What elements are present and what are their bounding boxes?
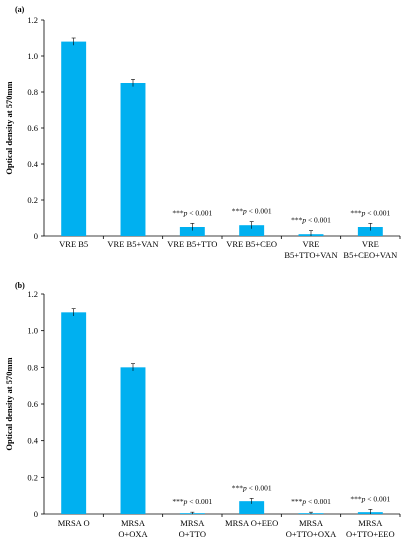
bar — [179, 227, 205, 236]
category-label: VRE B5 — [59, 239, 88, 249]
significance-label: ***p < 0.001 — [232, 207, 272, 216]
category-label: MRSA O+TTO+OXA — [286, 518, 337, 539]
significance-label: ***p < 0.001 — [350, 494, 390, 503]
y-tick-label: 0.8 — [27, 87, 38, 97]
y-tick-label: 0.8 — [27, 362, 38, 372]
category-label: VRE B5+TTO+VAN — [284, 239, 337, 260]
bar — [120, 367, 146, 514]
y-tick-label: 0 — [34, 231, 38, 241]
y-tick-label: 0.4 — [27, 159, 38, 169]
category-label: MRSA O — [58, 518, 90, 528]
y-tick-label: 0.4 — [27, 436, 38, 446]
category-label: MRSA O+TTO+EEO — [346, 518, 395, 539]
category-label: VRE B5+CEO+VAN — [343, 239, 397, 260]
y-axis-title: Optical density at 570mm — [4, 357, 14, 450]
bar — [61, 41, 87, 236]
significance-label: ***p < 0.001 — [291, 497, 331, 506]
category-label: VRE B5+CEO — [226, 239, 277, 249]
y-tick-label: 0.6 — [27, 123, 38, 133]
significance-label: ***p < 0.001 — [291, 216, 331, 225]
chart-panel-b: (b) Optical density at 570mm 0 0.2 0.4 0.6 0.8… — [4, 281, 401, 539]
y-tick-label: 0 — [34, 509, 38, 519]
category-label: VRE B5+VAN — [107, 239, 158, 249]
category-label: MRSA O+OXA — [118, 518, 148, 539]
chart-panel-a: (a) Optical density at 570mm 0 0.2 0.4 0.6 0.8… — [4, 5, 401, 260]
significance-label: ***p < 0.001 — [350, 208, 390, 217]
bar — [239, 501, 265, 514]
y-tick-label: 1.0 — [27, 51, 38, 61]
bar — [120, 83, 146, 236]
bar — [357, 227, 383, 236]
bar — [61, 312, 87, 514]
y-tick-label: 1.2 — [27, 15, 38, 25]
panel-label: (a) — [15, 5, 25, 14]
significance-label: ***p < 0.001 — [232, 483, 272, 492]
y-tick-label: 0.2 — [27, 195, 38, 205]
y-tick-label: 0.2 — [27, 472, 38, 482]
y-tick-label: 0.6 — [27, 399, 38, 409]
y-tick-label: 1.0 — [27, 326, 38, 336]
category-label: MRSA O+EEO — [225, 518, 278, 528]
significance-label: ***p < 0.001 — [172, 208, 212, 217]
category-label: VRE B5+TTO — [167, 239, 217, 249]
significance-label: ***p < 0.001 — [172, 497, 212, 506]
y-axis-title: Optical density at 570mm — [4, 81, 14, 174]
y-tick-label: 1.2 — [27, 289, 38, 299]
panel-label: (b) — [15, 281, 25, 290]
bar — [239, 225, 265, 236]
category-label: MRSA O+TTO — [179, 518, 206, 539]
